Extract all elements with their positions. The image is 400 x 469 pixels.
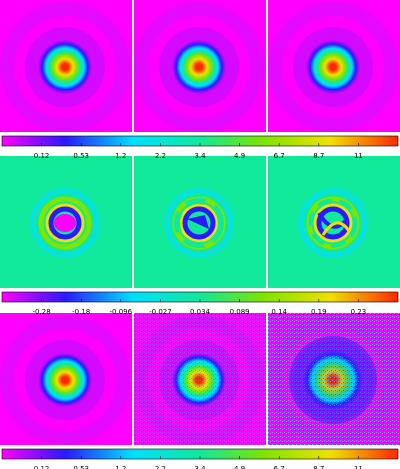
- colorbar-tick-label: 0.53: [73, 152, 89, 160]
- colorbar-tick-label: 11: [354, 152, 363, 160]
- colorbar-tick-label: 1.2: [115, 152, 126, 160]
- colorbar-tick-label: 4.9: [234, 465, 245, 469]
- panel-r1-c3: [268, 0, 400, 132]
- colorbar-2: -0.28 -0.18 -0.096 -0.027 0.034 0.089 0.14 0.19…: [1, 291, 399, 316]
- colorbar-1: 0.12 0.53 1.2 2.2 3.4 4.9 6.7 8.7 11: [1, 135, 399, 160]
- colorbar-tick-label: 3.4: [194, 465, 206, 469]
- colorbar-tick-label: 0.23: [351, 308, 367, 316]
- colorbar-tick-label: 0.089: [230, 308, 250, 316]
- colorbar-tick-label: 8.7: [313, 465, 324, 469]
- colorbar-tick-label: -0.027: [149, 308, 172, 316]
- colorbar-tick-label: 0.53: [73, 465, 89, 469]
- colorbar-tick-label: -0.18: [72, 308, 90, 316]
- colorbar-tick-label: 2.2: [155, 152, 166, 160]
- colorbar-tick-label: 0.034: [190, 308, 211, 316]
- colorbar-tick-label: -0.28: [33, 308, 51, 316]
- colorbar-tick-label: 0.12: [34, 465, 50, 469]
- colorbar-tick-label: 11: [354, 465, 363, 469]
- panel-r2-c3: [268, 156, 400, 288]
- colorbar-tick-label: 0.14: [271, 308, 287, 316]
- panel-r3-c3: [268, 313, 400, 445]
- colorbar-tick-label: -0.096: [110, 308, 133, 316]
- colorbar-tick-label: 6.7: [274, 465, 285, 469]
- panel-r2-c1: [0, 156, 132, 288]
- panel-r3-c2: [134, 313, 266, 445]
- colorbar-tick-label: 0.19: [311, 308, 327, 316]
- colorbar-tick-label: 6.7: [274, 152, 285, 160]
- colorbar-tick-label: 2.2: [155, 465, 166, 469]
- colorbar-tick-label: 8.7: [313, 152, 324, 160]
- colorbar-tick-label: 0.12: [34, 152, 50, 160]
- panel-r2-c2: [134, 156, 266, 288]
- panel-r1-c2: [134, 0, 266, 132]
- colorbar-tick-label: 1.2: [115, 465, 126, 469]
- panel-r3-c1: [0, 313, 132, 445]
- colorbar-tick-label: 3.4: [194, 152, 206, 160]
- colorbar-3: 0.12 0.53 1.2 2.2 3.4 4.9 6.7 8.7 11: [1, 448, 399, 469]
- panel-r1-c1: [0, 0, 132, 132]
- colorbar-tick-label: 4.9: [234, 152, 245, 160]
